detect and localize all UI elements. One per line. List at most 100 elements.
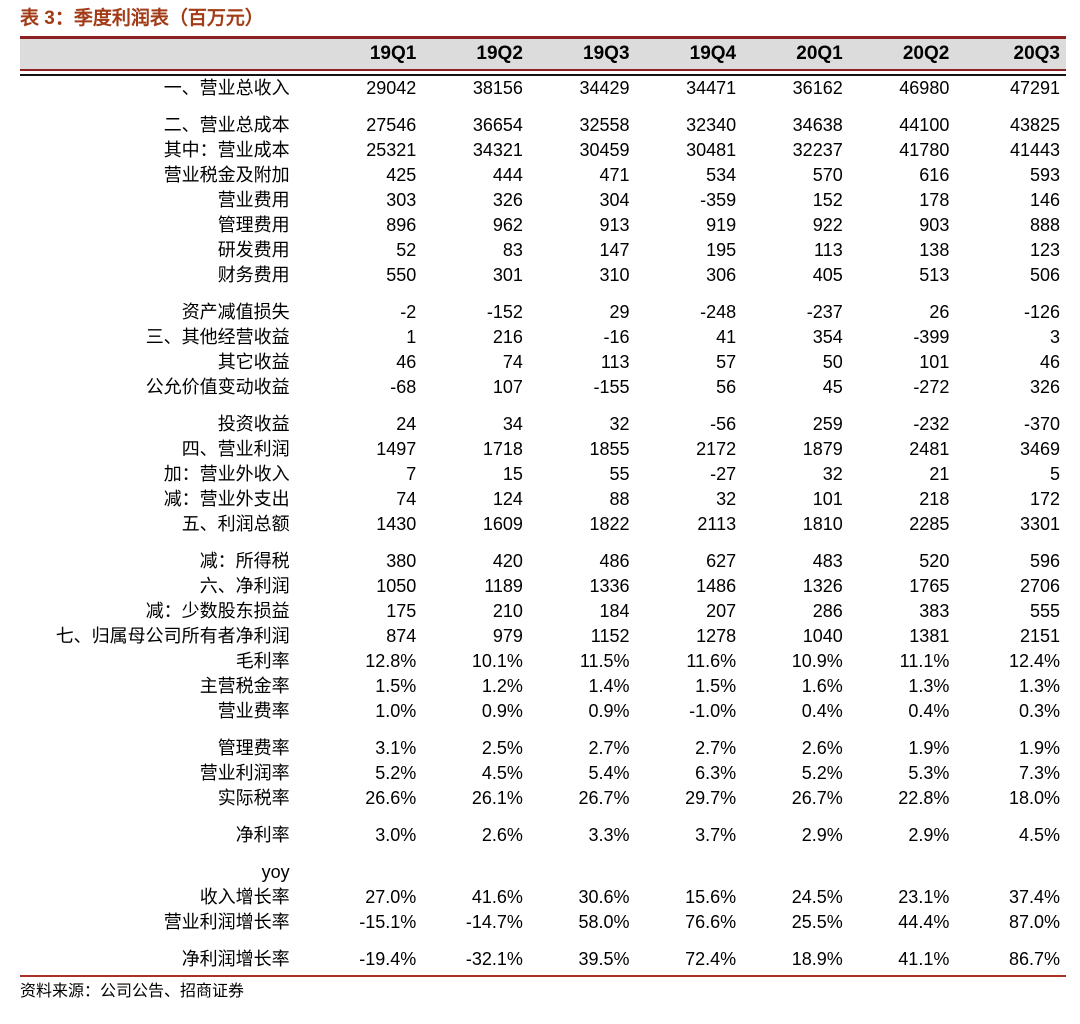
value-cell: 1855: [589, 439, 630, 459]
value-cell: -27: [710, 464, 737, 484]
value-cell: 30459: [579, 140, 630, 160]
value-cell: 4.5%: [481, 763, 523, 783]
table-row: 营业利润增长率 -15.1% -14.7% 58.0% 76.6% 25.5% 44.4% 8…: [20, 910, 1066, 935]
value-cell: 0.4%: [908, 701, 950, 721]
value-cell: 11.5%: [579, 651, 630, 671]
value-cell: 2.9%: [801, 825, 843, 845]
value-cell: 210: [492, 601, 523, 621]
value-cell: 0.9%: [588, 701, 630, 721]
value-cell: 1.3%: [1018, 676, 1060, 696]
value-cell: 919: [706, 215, 737, 235]
row-label: 五、利润总额: [181, 514, 290, 534]
value-cell: 207: [706, 601, 737, 621]
value-cell: 44.4%: [898, 912, 950, 932]
value-cell: 52: [396, 240, 417, 260]
value-cell: 18.9%: [791, 949, 843, 969]
value-cell: -155: [593, 377, 630, 397]
value-cell: 30481: [686, 140, 737, 160]
value-cell: 24.5%: [791, 887, 843, 907]
value-cell: 30.6%: [578, 887, 630, 907]
value-cell: 124: [492, 489, 523, 509]
value-cell: 1152: [590, 626, 630, 646]
value-cell: 513: [919, 265, 950, 285]
column-header: 19Q3: [528, 36, 636, 71]
value-cell: -126: [1023, 302, 1060, 322]
table-row: 营业利润率 5.2% 4.5% 5.4% 6.3% 5.2% 5.3% 7.3%: [20, 761, 1066, 786]
value-cell: 32558: [579, 115, 630, 135]
value-cell: 1822: [589, 514, 630, 534]
value-cell: 616: [919, 165, 950, 185]
row-label: 净利率: [235, 825, 290, 845]
table-row: yoy: [20, 848, 1066, 885]
row-label: 二、营业总成本: [163, 115, 290, 135]
value-cell: 32237: [792, 140, 843, 160]
value-cell: 56: [716, 377, 737, 397]
value-cell: -237: [806, 302, 843, 322]
value-cell: 1050: [376, 576, 417, 596]
table-row: 投资收益 24 34 32 -56 259 -232 -370: [20, 400, 1066, 437]
value-cell: 11.6%: [686, 651, 737, 671]
table-row: 实际税率 26.6% 26.1% 26.7% 29.7% 26.7% 22.8% 18.0%: [20, 786, 1066, 811]
value-cell: 15.6%: [685, 887, 737, 907]
row-label: 其中：营业成本: [163, 140, 290, 160]
value-cell: 3.1%: [375, 738, 417, 758]
row-label: 其它收益: [217, 352, 290, 372]
table-row: 其它收益 46 74 113 57 50 101 46: [20, 350, 1066, 375]
value-cell: 41: [716, 327, 737, 347]
value-cell: 405: [812, 265, 843, 285]
value-cell: 23.1%: [898, 887, 950, 907]
table-title: 表 3：季度利润表（百万元）: [20, 8, 264, 29]
table-row: 公允价值变动收益 -68 107 -155 56 45 -272 326: [20, 375, 1066, 400]
table-bottom-rule: [20, 975, 1066, 977]
value-cell: 27546: [366, 115, 417, 135]
table-row: 收入增长率 27.0% 41.6% 30.6% 15.6% 24.5% 23.1% 37.4%: [20, 885, 1066, 910]
value-cell: 1718: [482, 439, 523, 459]
value-cell: 1.9%: [1018, 738, 1060, 758]
table-header: 19Q1 19Q2 19Q3 19Q4 20Q1 20Q2 20Q3: [20, 36, 1066, 71]
value-cell: 74: [502, 352, 523, 372]
value-cell: 34321: [472, 140, 523, 160]
value-cell: 2706: [1019, 576, 1060, 596]
value-cell: 2.7%: [588, 738, 630, 758]
value-cell: 74: [396, 489, 417, 509]
value-cell: -272: [913, 377, 950, 397]
value-cell: 303: [386, 190, 417, 210]
row-label: 加：营业外收入: [163, 464, 290, 484]
value-cell: -15.1%: [359, 912, 417, 932]
value-cell: 1.5%: [375, 676, 417, 696]
value-cell: 57: [716, 352, 737, 372]
header-body-separator: [20, 70, 1066, 76]
value-cell: 1.9%: [908, 738, 950, 758]
value-cell: 1.6%: [801, 676, 843, 696]
value-cell: 50: [822, 352, 843, 372]
value-cell: 3: [1049, 327, 1060, 347]
value-cell: 216: [492, 327, 523, 347]
value-cell: 1.0%: [375, 701, 417, 721]
value-cell: 483: [812, 551, 843, 571]
value-cell: 596: [1029, 551, 1060, 571]
value-cell: 18.0%: [1008, 788, 1060, 808]
row-label: 一、营业总收入: [163, 78, 290, 98]
quarterly-income-statement-table: 19Q1 19Q2 19Q3 19Q4 20Q1 20Q2 20Q3 一、营业总收入 2904…: [20, 36, 1066, 972]
value-cell: [422, 848, 529, 885]
value-cell: -370: [1023, 414, 1060, 434]
table-row: 七、归属母公司所有者净利润 874 979 1152 1278 1040 1381 2151: [20, 624, 1066, 649]
value-cell: 2.9%: [908, 825, 950, 845]
value-cell: 962: [492, 215, 523, 235]
value-cell: 26.7%: [578, 788, 630, 808]
table-row: 减：少数股东损益 175 210 184 207 286 383 555: [20, 599, 1066, 624]
value-cell: 41.6%: [471, 887, 523, 907]
table-row: 五、利润总额 1430 1609 1822 2113 1810 2285 3301: [20, 512, 1066, 537]
value-cell: 32: [609, 414, 630, 434]
value-cell: 1.2%: [481, 676, 523, 696]
value-cell: 420: [492, 551, 523, 571]
value-cell: -248: [700, 302, 737, 322]
value-cell: 34471: [686, 78, 737, 98]
value-cell: 29042: [366, 78, 417, 98]
value-cell: 46: [396, 352, 417, 372]
value-cell: -399: [913, 327, 950, 347]
value-cell: 2172: [696, 439, 737, 459]
row-label: 实际税率: [217, 788, 290, 808]
value-cell: 326: [492, 190, 523, 210]
value-cell: 58.0%: [578, 912, 630, 932]
